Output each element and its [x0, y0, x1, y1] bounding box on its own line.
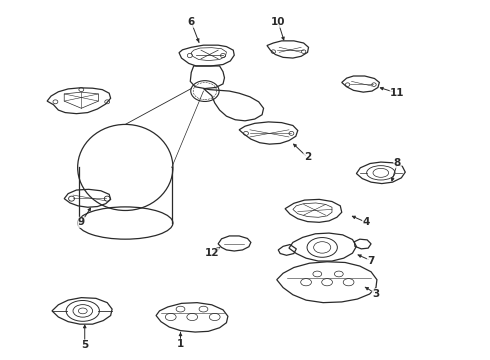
Text: 7: 7: [368, 256, 375, 266]
Text: 10: 10: [271, 17, 286, 27]
Text: 5: 5: [81, 340, 88, 350]
Text: 12: 12: [204, 248, 219, 258]
Text: 4: 4: [363, 217, 370, 227]
Text: 6: 6: [188, 17, 195, 27]
Text: 9: 9: [78, 217, 85, 227]
Text: 2: 2: [304, 152, 311, 162]
Text: 3: 3: [372, 289, 380, 299]
Text: 11: 11: [390, 88, 405, 98]
Text: 8: 8: [394, 158, 401, 168]
Text: 1: 1: [177, 339, 184, 349]
